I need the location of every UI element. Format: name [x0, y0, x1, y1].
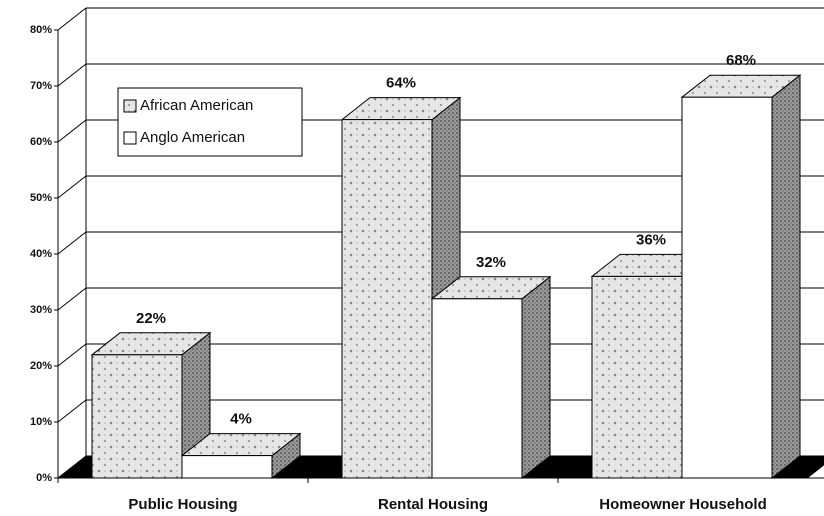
y-tick-label: 20%: [30, 360, 52, 372]
legend-swatch: [123, 131, 137, 145]
data-label: 22%: [136, 310, 166, 327]
grid-line: [57, 399, 87, 423]
bar-side: [771, 74, 801, 480]
bar: [681, 96, 773, 479]
y-tick-label: 10%: [30, 416, 52, 428]
legend-swatch: [123, 99, 137, 113]
grid-line: [57, 343, 87, 367]
grid-line: [57, 455, 87, 479]
y-tick-label: 60%: [30, 136, 52, 148]
grid-line: [57, 7, 87, 31]
bar: [341, 119, 433, 479]
bar: [181, 455, 273, 479]
legend: African American Anglo American: [117, 87, 303, 157]
grid-line: [57, 287, 87, 311]
y-tick-label: 30%: [30, 304, 52, 316]
x-tick-label: Homeowner Household: [599, 496, 767, 513]
bar: [431, 298, 523, 479]
x-tick-label: Public Housing: [128, 496, 237, 513]
data-label: 36%: [636, 231, 666, 248]
bar: [591, 275, 683, 479]
x-tick-label: Rental Housing: [378, 496, 488, 513]
bar-side: [521, 275, 551, 480]
grid-line: [57, 63, 87, 87]
y-tick-label: 50%: [30, 192, 52, 204]
data-label: 32%: [476, 254, 506, 271]
y-tick-label: 70%: [30, 80, 52, 92]
grid-line: [57, 231, 87, 255]
grid-line: [57, 119, 87, 143]
bar: [91, 354, 183, 479]
data-label: 4%: [230, 411, 252, 428]
legend-label: African American: [140, 97, 253, 114]
grid-line: [57, 175, 87, 199]
legend-label: Anglo American: [140, 129, 245, 146]
y-tick-label: 0%: [36, 472, 52, 484]
data-label: 68%: [726, 52, 756, 69]
y-tick-label: 40%: [30, 248, 52, 260]
y-tick-label: 80%: [30, 24, 52, 36]
data-label: 64%: [386, 75, 416, 92]
legend-box: [117, 87, 303, 157]
